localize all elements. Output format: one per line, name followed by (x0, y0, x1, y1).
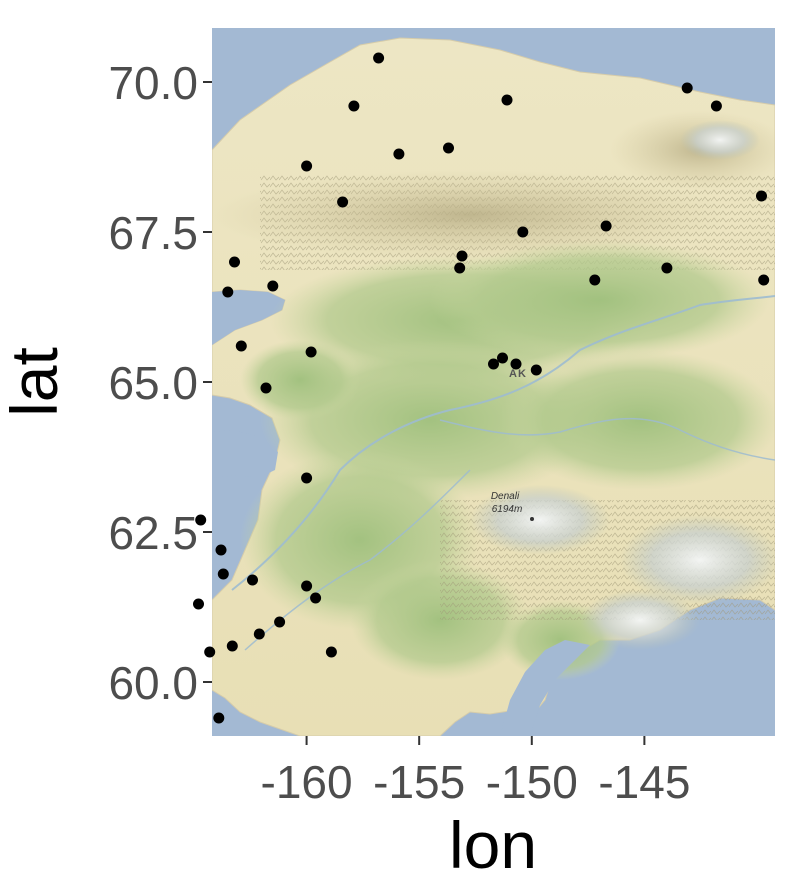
y-tick-label: 62.5 (108, 507, 198, 559)
data-point (393, 148, 405, 160)
tanana-river (439, 417, 775, 461)
data-point (710, 100, 722, 112)
denali-name-label: Denali (491, 491, 520, 502)
basemap: AK Denali 6194m (212, 28, 775, 736)
data-point (204, 646, 216, 658)
y-axis-title: lat (0, 347, 71, 417)
data-point (274, 616, 286, 628)
data-point (193, 598, 204, 610)
x-tick-label: -155 (373, 756, 465, 808)
data-point (226, 640, 238, 652)
data-point (301, 160, 313, 172)
yukon-river (231, 295, 775, 591)
data-point (305, 346, 317, 358)
interior-forest-2 (430, 240, 770, 360)
wrangell-glaciers (620, 515, 775, 605)
data-point (517, 226, 529, 238)
data-point (530, 364, 542, 376)
points-layer (193, 52, 770, 724)
data-point (215, 544, 227, 556)
data-point (301, 472, 313, 484)
chugach-glaciers (580, 590, 700, 650)
data-point (222, 286, 234, 298)
data-point (260, 382, 272, 394)
y-axis: 60.0 62.5 65.0 67.5 70.0 (108, 57, 212, 709)
data-point (600, 220, 612, 232)
data-point (195, 514, 207, 526)
data-point (348, 100, 360, 112)
y-tick-label: 65.0 (108, 357, 198, 409)
data-point (454, 262, 466, 274)
data-point (443, 142, 454, 154)
data-point (501, 94, 513, 106)
y-tick-label: 60.0 (108, 657, 198, 709)
data-point (217, 568, 229, 580)
x-tick-label: -160 (261, 756, 353, 808)
interior-forest-4 (500, 350, 775, 490)
data-point (325, 646, 337, 658)
data-point (488, 358, 499, 370)
brooks-range-shade (212, 170, 730, 260)
data-point (661, 262, 673, 274)
kotzebue-sound (212, 290, 285, 345)
x-axis-title: lon (449, 808, 537, 879)
data-point (213, 712, 225, 724)
data-point (589, 274, 601, 286)
data-point (247, 574, 258, 586)
denali-elevation-label: 6194m (492, 504, 523, 515)
kuskokwim-river (244, 469, 471, 651)
brooks-snow (680, 120, 760, 160)
data-point (337, 196, 349, 208)
norton-sound (212, 430, 278, 478)
x-tick-label: -150 (486, 756, 578, 808)
data-point (301, 580, 313, 592)
denali-peak-marker (530, 517, 534, 521)
data-point (310, 592, 322, 604)
x-tick-label: -145 (598, 756, 690, 808)
data-point (497, 352, 508, 364)
data-point (373, 52, 385, 64)
y-tick-label: 70.0 (108, 57, 198, 109)
data-point (456, 250, 468, 262)
data-point (756, 190, 767, 202)
x-axis: -160 -155 -150 -145 (261, 736, 690, 808)
region-label-ak: AK (509, 368, 527, 380)
data-point (253, 628, 265, 640)
y-tick-label: 67.5 (108, 207, 198, 259)
data-point (229, 256, 240, 268)
data-point (235, 340, 247, 352)
data-point (681, 82, 693, 94)
denali-glaciers (470, 485, 610, 555)
cook-inlet (500, 640, 590, 736)
data-point (758, 274, 770, 286)
data-point (267, 280, 279, 292)
western-forest (240, 340, 360, 420)
data-point (510, 358, 522, 370)
